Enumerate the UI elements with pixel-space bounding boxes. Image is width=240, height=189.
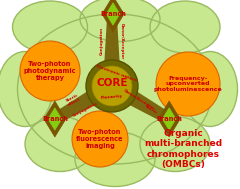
Polygon shape: [104, 18, 120, 68]
Polygon shape: [162, 108, 176, 130]
Text: Organic
multi-branched
chromophores
(OMBCs): Organic multi-branched chromophores (OMB…: [144, 129, 222, 169]
Polygon shape: [124, 88, 169, 122]
Ellipse shape: [140, 116, 210, 171]
Polygon shape: [102, 0, 124, 32]
Text: Donor/Acceptor: Donor/Acceptor: [122, 89, 155, 111]
Text: Two-photon
photodynamic
therapy: Two-photon photodynamic therapy: [24, 61, 76, 81]
Ellipse shape: [18, 14, 212, 164]
Text: Two-photon
fluorescence
imaging: Two-photon fluorescence imaging: [76, 129, 124, 149]
Circle shape: [92, 66, 132, 106]
Ellipse shape: [80, 0, 160, 42]
Text: Frequency-
upconverted
photoluminescence: Frequency- upconverted photoluminescence: [154, 76, 222, 92]
Polygon shape: [48, 108, 62, 130]
Text: CORE: CORE: [96, 78, 128, 88]
Ellipse shape: [182, 51, 238, 126]
Text: Branch: Branch: [156, 116, 182, 122]
Polygon shape: [106, 3, 120, 25]
Text: Steric
effect: Steric effect: [65, 93, 81, 107]
Text: Steric: Steric: [144, 105, 158, 115]
Text: Branch: Branch: [42, 116, 68, 122]
Text: Conjugation: Conjugation: [72, 102, 98, 118]
Text: Donor/Acceptor: Donor/Acceptor: [120, 23, 124, 59]
Ellipse shape: [75, 132, 155, 187]
Text: Planarity: Planarity: [101, 94, 123, 100]
Ellipse shape: [12, 1, 88, 53]
Circle shape: [156, 52, 220, 116]
Polygon shape: [158, 101, 180, 137]
Circle shape: [20, 41, 80, 101]
Text: Branch: Branch: [100, 11, 126, 17]
Text: Conjugation: Conjugation: [100, 27, 104, 55]
Circle shape: [86, 60, 138, 112]
Ellipse shape: [150, 1, 220, 53]
Circle shape: [72, 111, 128, 167]
Ellipse shape: [0, 51, 53, 126]
Ellipse shape: [25, 116, 95, 171]
Text: Electronic nature: Electronic nature: [95, 64, 137, 82]
Polygon shape: [44, 101, 66, 137]
Polygon shape: [55, 88, 100, 122]
